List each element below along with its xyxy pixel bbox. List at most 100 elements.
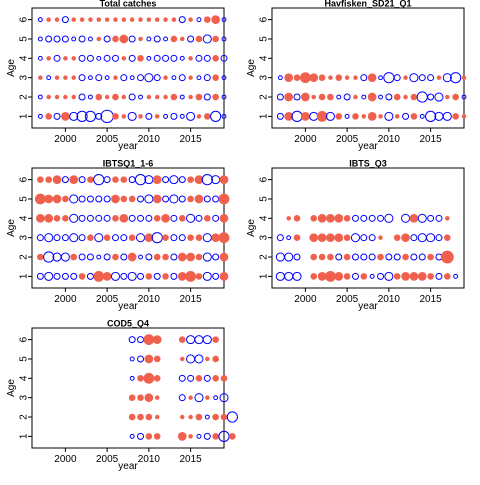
residual-bubble-positive	[152, 194, 162, 204]
residual-bubble-negative	[186, 354, 196, 364]
residual-bubble-negative	[103, 195, 111, 203]
residual-bubble-negative	[45, 35, 53, 43]
residual-bubble-positive	[344, 75, 350, 80]
residual-bubble-positive	[112, 253, 119, 261]
residual-bubble-positive	[45, 176, 52, 183]
residual-bubble-positive	[309, 233, 319, 243]
residual-bubble-positive	[188, 17, 193, 22]
residual-bubble-negative	[221, 94, 227, 100]
residual-bubble-negative	[195, 54, 203, 62]
residual-bubble-positive	[162, 253, 169, 261]
residual-bubble-positive	[211, 15, 221, 24]
y-tick-label: 4	[19, 55, 30, 61]
residual-bubble-positive	[452, 93, 459, 101]
residual-bubble-positive	[219, 272, 229, 281]
residual-bubble-negative	[137, 214, 145, 222]
residual-bubble-positive	[121, 17, 127, 22]
residual-bubble-positive	[153, 215, 161, 222]
residual-bubble-positive	[326, 213, 335, 223]
residual-bubble-positive	[196, 114, 202, 119]
residual-bubble-negative	[325, 111, 335, 121]
y-axis-label: Age	[246, 219, 257, 237]
residual-bubble-negative	[135, 233, 146, 243]
residual-bubble-negative	[44, 233, 54, 243]
residual-bubble-positive	[377, 253, 384, 261]
residual-bubble-negative	[71, 36, 77, 42]
residual-bubble-positive	[45, 113, 52, 120]
residual-bubble-negative	[186, 213, 196, 223]
residual-bubble-positive	[188, 434, 193, 439]
residual-bubble-positive	[177, 252, 187, 262]
residual-bubble-positive	[143, 372, 155, 384]
residual-bubble-negative	[53, 112, 61, 120]
residual-bubble-negative	[111, 234, 119, 242]
residual-bubble-negative	[153, 272, 161, 280]
residual-bubble-positive	[212, 355, 219, 363]
x-tick-label: 2015	[179, 454, 202, 465]
x-tick-label: 2000	[54, 454, 77, 465]
residual-bubble-positive	[96, 17, 102, 22]
panel-1: Total catches 2000 2005 2010 2015 1 2 3 4 5 6 year A…	[6, 0, 228, 152]
residual-bubble-negative	[69, 213, 79, 223]
residual-bubble-positive	[120, 195, 128, 203]
y-axis-label: Age	[6, 219, 17, 237]
residual-bubble-positive	[403, 94, 408, 100]
residual-bubble-negative	[151, 232, 163, 244]
residual-bubble-positive	[195, 234, 203, 241]
panel-2: Havfisken_SD21_Q1 2000 2005 2010 2015 1 2 3 4 5 6 y…	[246, 0, 467, 152]
x-tick-label: 2015	[179, 294, 202, 305]
residual-bubble-positive	[54, 75, 60, 80]
y-tick-label: 6	[259, 176, 270, 182]
residual-bubble-negative	[203, 54, 211, 62]
residual-bubble-negative	[78, 74, 86, 82]
residual-bubble-positive	[328, 75, 333, 80]
residual-bubble-positive	[284, 92, 294, 102]
residual-bubble-negative	[377, 214, 385, 222]
residual-bubble-negative	[220, 54, 228, 62]
residual-bubble-negative	[418, 74, 426, 82]
y-tick-label: 3	[19, 394, 30, 400]
residual-bubble-negative	[87, 36, 93, 42]
residual-bubble-positive	[205, 356, 210, 362]
residual-bubble-negative	[53, 234, 61, 242]
residual-bubble-negative	[385, 93, 393, 101]
x-tick-label: 2005	[336, 294, 359, 305]
residual-bubble-positive	[334, 213, 344, 223]
residual-bubble-negative	[194, 354, 204, 364]
residual-bubble-negative	[212, 195, 220, 203]
y-tick-label: 5	[19, 356, 30, 362]
residual-bubble-positive	[461, 75, 467, 80]
residual-bubble-positive	[52, 175, 62, 184]
residual-bubble-negative	[221, 36, 227, 42]
residual-bubble-negative	[401, 213, 411, 223]
y-tick-label: 2	[19, 414, 30, 420]
residual-bubble-negative	[95, 195, 103, 203]
residual-bubble-positive	[195, 273, 203, 280]
residual-bubble-negative	[221, 113, 227, 119]
residual-bubble-positive	[112, 35, 119, 43]
residual-bubble-positive	[37, 253, 44, 261]
residual-bubble-negative	[196, 75, 202, 81]
residual-bubble-negative	[196, 433, 202, 439]
residual-bubble-negative	[137, 355, 145, 363]
residual-bubble-negative	[368, 214, 376, 222]
residual-bubble-negative	[442, 111, 452, 121]
residual-bubble-positive	[95, 93, 103, 101]
residual-bubble-positive	[299, 72, 311, 84]
residual-bubble-negative	[146, 36, 152, 42]
x-axis-label: year	[358, 141, 378, 152]
residual-bubble-positive	[93, 270, 105, 282]
residual-bubble-negative	[145, 214, 153, 222]
residual-bubble-positive	[137, 413, 144, 421]
residual-bubble-negative	[103, 35, 111, 43]
residual-bubble-negative	[178, 394, 186, 402]
residual-bubble-positive	[34, 193, 46, 205]
residual-bubble-positive	[104, 94, 110, 100]
panel-frame	[271, 167, 465, 289]
residual-bubble-positive	[46, 56, 51, 61]
residual-bubble-positive	[128, 195, 136, 203]
residual-bubble-negative	[128, 35, 136, 43]
residual-bubble-negative	[138, 94, 143, 100]
residual-bubble-negative	[203, 374, 211, 382]
residual-bubble-negative	[170, 272, 178, 280]
